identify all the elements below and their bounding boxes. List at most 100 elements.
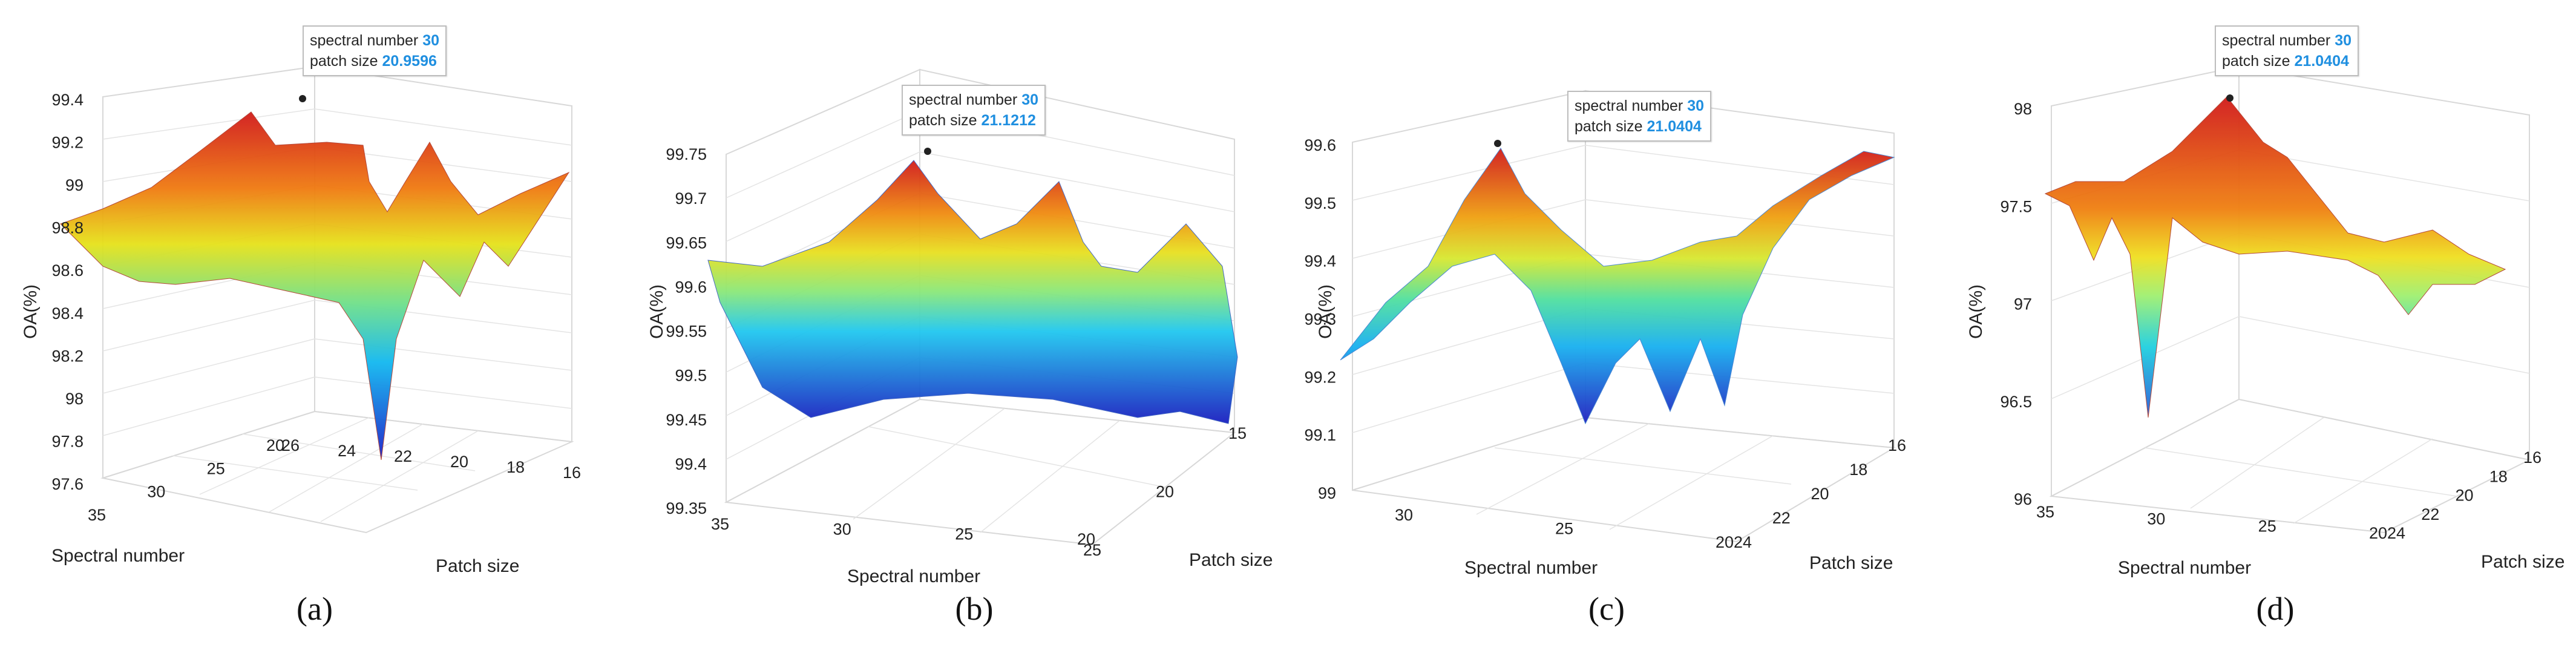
- z-tick-label: 99.1: [1304, 426, 1336, 444]
- z-tick-labels: 99.35 99.4 99.45 99.5 99.55 99.6 99.65 99.7 99.7…: [666, 145, 707, 517]
- x-tick-labels: 30 25 20: [1395, 506, 1734, 551]
- floor: [2049, 398, 2532, 534]
- z-tick-label: 97.6: [51, 475, 84, 493]
- y-tick-label: 16: [2523, 448, 2542, 467]
- y-tick-label: 22: [2421, 505, 2439, 523]
- surface-plot-d: 96 96.5 97 97.5 98 35 30 25 20 24 22 20 18 16 OA(%)…: [1966, 65, 2565, 578]
- caption-b: (b): [955, 591, 994, 627]
- y-axis-label: Patch size: [2481, 552, 2565, 572]
- panel-c: 99 99.1 99.2 99.3 99.4 99.5 99.6 30 25 20 24 22 20…: [1301, 0, 1936, 659]
- y-tick-label: 22: [394, 447, 412, 465]
- z-tick-label: 99.5: [1304, 194, 1336, 212]
- caption-a: (a): [297, 591, 333, 627]
- surface-mesh: [60, 111, 570, 461]
- y-tick-label: 18: [506, 458, 525, 476]
- x-tick-labels: 35 30 25 20: [711, 515, 1095, 548]
- surface-plot-b: 99.35 99.4 99.45 99.5 99.55 99.6 99.65 99.7 99.7…: [647, 68, 1273, 586]
- z-tick-label: 99.65: [666, 234, 707, 252]
- tip-spectral-value: 30: [1687, 97, 1705, 114]
- y-tick-labels: 25 20 15: [1083, 424, 1247, 559]
- y-tick-label: 16: [1888, 436, 1906, 454]
- y-tick-label: 24: [1734, 533, 1752, 551]
- x-axis-label: Spectral number: [1464, 558, 1598, 578]
- data-tip: spectral number 30 patch size 20.9596: [303, 25, 447, 76]
- tip-spectral-label: spectral number: [1575, 97, 1683, 114]
- x-tick-label: 25: [1555, 520, 1573, 538]
- z-tick-label: 99.6: [675, 278, 707, 296]
- z-tick-label: 96.5: [2000, 393, 2032, 411]
- surface-plot-c: 99 99.1 99.2 99.3 99.4 99.5 99.6 30 25 20 24 22 20…: [1304, 90, 1906, 578]
- y-axis-label: Patch size: [1189, 550, 1273, 570]
- x-axis-label: Spectral number: [2118, 558, 2251, 578]
- x-axis-label: Spectral number: [51, 546, 185, 566]
- data-tip: spectral number 30 patch size 21.0404: [2215, 25, 2359, 76]
- peak-marker: [924, 148, 931, 155]
- y-tick-labels: 24 22 20 18 16: [1734, 436, 1906, 551]
- z-tick-label: 99.55: [666, 323, 707, 341]
- z-tick-labels: 97.6 97.8 98 98.2 98.4 98.6 98.8 99 99.2 99.4: [51, 91, 84, 493]
- z-tick-labels: 99 99.1 99.2 99.3 99.4 99.5 99.6: [1304, 136, 1336, 502]
- y-tick-label: 18: [1849, 461, 1867, 479]
- z-tick-label: 99.2: [51, 134, 84, 152]
- z-tick-label: 99.3: [1304, 310, 1336, 329]
- peak-marker: [299, 95, 306, 102]
- z-axis-label: OA(%): [1966, 284, 1986, 339]
- panel-b: 99.35 99.4 99.45 99.5 99.55 99.6 99.65 99.7 99.7…: [629, 0, 1283, 659]
- z-tick-label: 98.4: [51, 304, 84, 323]
- z-tick-label: 99.4: [675, 455, 707, 473]
- x-tick-label: 30: [147, 483, 165, 501]
- z-tick-label: 98.6: [51, 261, 84, 280]
- x-tick-label: 30: [1395, 506, 1413, 524]
- tip-spectral-label: spectral number: [310, 32, 419, 49]
- y-tick-label: 18: [2489, 467, 2508, 485]
- y-tick-label: 22: [1772, 509, 1791, 527]
- z-tick-label: 97: [2014, 295, 2032, 313]
- y-axis-label: Patch size: [436, 556, 519, 576]
- x-tick-label: 25: [2258, 517, 2276, 535]
- x-tick-label: 25: [207, 459, 225, 477]
- floor: [1352, 416, 1896, 543]
- z-tick-label: 99.7: [675, 189, 707, 208]
- x-tick-label: 20: [2369, 524, 2387, 542]
- tip-patch-label: patch size: [2222, 53, 2290, 70]
- tip-spectral-value: 30: [2335, 32, 2352, 49]
- y-tick-label: 20: [1811, 485, 1829, 503]
- z-tick-label: 96: [2014, 490, 2032, 508]
- y-tick-label: 24: [2387, 524, 2405, 542]
- z-tick-label: 98.8: [51, 219, 84, 237]
- z-tick-label: 99.4: [51, 91, 84, 109]
- tip-spectral-label: spectral number: [909, 91, 1018, 108]
- floor: [724, 398, 1236, 546]
- z-tick-labels: 96 96.5 97 97.5 98: [2000, 100, 2032, 508]
- y-axis-label: Patch size: [1809, 553, 1893, 573]
- x-tick-label: 35: [88, 506, 106, 524]
- x-tick-label: 30: [833, 520, 851, 538]
- z-tick-label: 99.75: [666, 145, 707, 163]
- panel-a: 97.6 97.8 98 98.2 98.4 98.6 98.8 99 99.2 99.4 35 3…: [0, 0, 611, 659]
- x-tick-label: 20: [1716, 533, 1734, 551]
- z-tick-label: 98: [2014, 100, 2032, 118]
- y-tick-label: 20: [450, 453, 468, 471]
- surface-mesh: [2044, 96, 2506, 418]
- tip-spectral-value: 30: [1021, 91, 1039, 108]
- tip-patch-value: 20.9596: [382, 53, 437, 70]
- y-tick-label: 15: [1228, 424, 1247, 442]
- z-tick-label: 99.2: [1304, 368, 1336, 386]
- tip-patch-value: 21.0404: [2294, 53, 2349, 70]
- z-tick-label: 98: [65, 390, 84, 408]
- z-axis-label: OA(%): [21, 284, 41, 339]
- y-tick-label: 25: [1083, 541, 1101, 559]
- surface-mesh: [707, 160, 1238, 424]
- tip-patch-value: 21.0404: [1647, 118, 1702, 135]
- x-axis-label: Spectral number: [847, 566, 980, 586]
- tip-patch-label: patch size: [1575, 118, 1643, 135]
- z-tick-label: 99.6: [1304, 136, 1336, 154]
- y-tick-label: 20: [1156, 483, 1174, 501]
- x-tick-label: 35: [2036, 503, 2054, 521]
- data-tip: spectral number 30 patch size 21.0404: [1567, 91, 1712, 142]
- x-tick-label: 20: [266, 436, 284, 454]
- y-tick-label: 26: [281, 436, 300, 454]
- tip-patch-label: patch size: [310, 53, 378, 70]
- z-axis-label: OA(%): [1316, 284, 1336, 339]
